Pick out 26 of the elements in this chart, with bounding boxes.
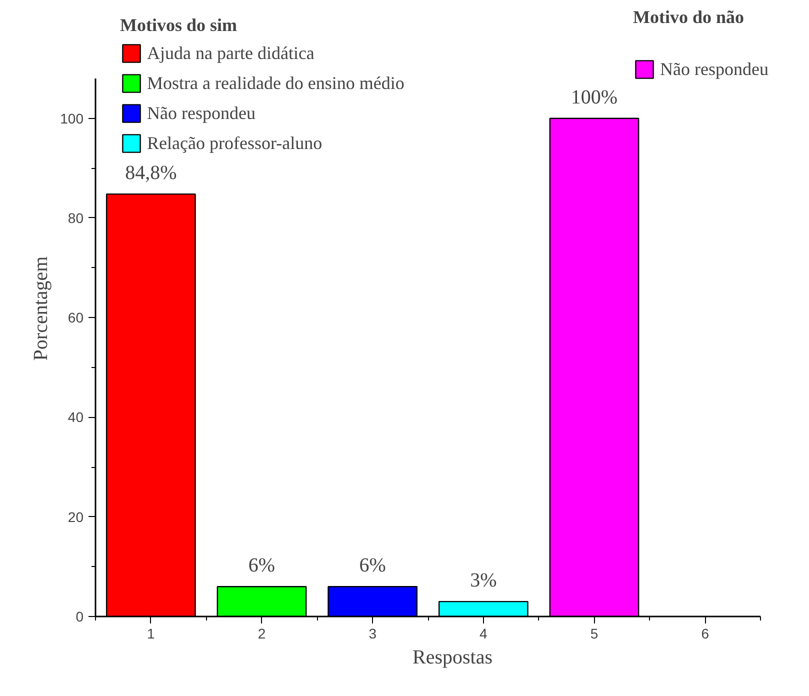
x-tick-label: 2 bbox=[258, 626, 266, 642]
data-label: 6% bbox=[359, 554, 386, 577]
x-tick-label: 3 bbox=[368, 626, 377, 642]
data-label: 6% bbox=[248, 554, 276, 577]
y-tick-label: 0 bbox=[76, 608, 84, 624]
data-label: 100% bbox=[570, 86, 618, 108]
text: Motivo do não bbox=[633, 7, 744, 27]
data-label: 84,8% bbox=[125, 162, 177, 184]
x-tick-label: 6 bbox=[701, 626, 710, 642]
legend-label: Mostra a realidade do ensino médio bbox=[147, 72, 404, 94]
y-tick-label: 60 bbox=[68, 310, 84, 326]
legend-label: Relação professor-aluno bbox=[147, 132, 322, 154]
legend-label: Não respondeu bbox=[147, 102, 256, 124]
x-tick-label: 4 bbox=[480, 626, 488, 642]
data-label: 3% bbox=[470, 570, 497, 592]
y-tick-label: 20 bbox=[68, 508, 84, 525]
y-tick-label: 100 bbox=[60, 110, 84, 126]
text: Motivos do sim bbox=[120, 15, 237, 35]
legend-label: Não respondeu bbox=[660, 58, 768, 80]
y-tick-label: 80 bbox=[68, 210, 84, 226]
x-tick-label: 5 bbox=[590, 626, 598, 642]
x-tick-label: 1 bbox=[147, 626, 156, 642]
legend-label: Ajuda na parte didática bbox=[147, 42, 314, 64]
y-axis-title: Porcentagem bbox=[30, 256, 52, 361]
x-axis-title: Respostas bbox=[412, 646, 493, 668]
y-tick-label: 40 bbox=[68, 409, 84, 426]
